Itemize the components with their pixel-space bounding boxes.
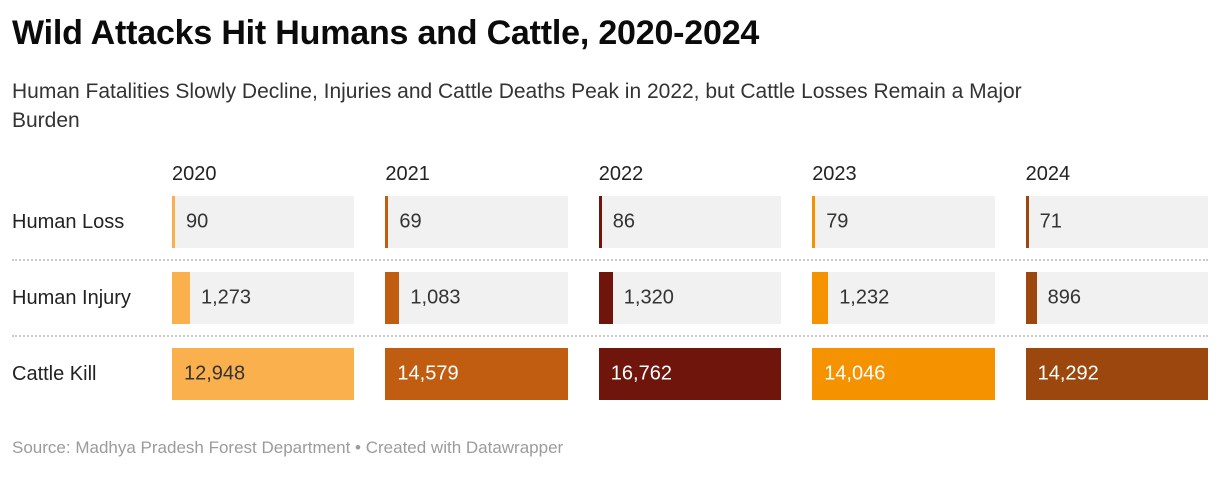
row-label: Cattle Kill [12,362,97,385]
bar [1025,348,1208,400]
table-bar-chart: 2020 2021 2022 2023 2024 Human Loss 90 69 86 79 71… [12,163,1208,400]
bar-value: 896 [1047,286,1081,309]
footer-separator: • [355,438,361,457]
bar [385,272,399,324]
bar-value: 14,579 [397,362,459,385]
year-header-row: 2020 2021 2022 2023 2024 [12,163,1208,186]
bar [598,196,602,248]
bar [598,348,782,400]
bar-cell: 16,762 [598,348,782,400]
bar-value: 71 [1039,210,1062,233]
row-separator [12,259,1208,261]
bar [812,272,829,324]
chart-container: Wild Attacks Hit Humans and Cattle, 2020… [12,14,1208,458]
row-label: Human Injury [12,286,131,309]
datawrapper-credit-link[interactable]: Created with Datawrapper [365,438,564,457]
bar-cell: 1,273 [172,272,355,324]
bar-value: 1,232 [839,286,890,309]
source-label: Source: [12,438,71,457]
bar-cell: 1,232 [812,272,995,324]
row-separator [12,335,1208,337]
bar-value: 1,083 [410,286,461,309]
year-label: 2020 [172,163,217,185]
bar-cell: 90 [172,196,355,248]
data-row: Cattle Kill 12,948 14,579 16,762 14,046 14,29… [12,348,1208,400]
bar-value: 1,320 [623,286,674,309]
bar-cell: 12,948 [172,348,355,400]
bar [1025,196,1029,248]
bar-cell: 71 [1025,196,1208,248]
bar-value: 16,762 [610,362,672,385]
chart-title: Wild Attacks Hit Humans and Cattle, 2020… [12,14,760,52]
bar [385,196,389,248]
bar-value: 79 [826,210,849,233]
bar-value: 14,046 [824,362,886,385]
bar [812,196,816,248]
bar [812,348,995,400]
source-link[interactable]: Madhya Pradesh Forest Department [75,438,351,457]
bar [1025,272,1038,324]
chart-subtitle: Human Fatalities Slowly Decline, Injurie… [12,80,1022,132]
year-label: 2021 [385,163,430,185]
bar [172,272,190,324]
bar-value: 69 [399,210,422,233]
bar-value: 12,948 [184,362,246,385]
data-row: Human Injury 1,273 1,083 1,320 1,232 896 [12,272,1208,324]
bar-cell: 896 [1025,272,1208,324]
bar-cell: 79 [812,196,995,248]
bar-value: 86 [612,210,636,233]
bar-cell: 1,083 [385,272,568,324]
bar-value: 14,292 [1037,362,1099,385]
data-row: Human Loss 90 69 86 79 71 [12,196,1208,248]
year-label: 2023 [812,163,857,185]
bar [598,272,614,324]
bar [385,348,568,400]
bar-value: 90 [186,210,209,233]
bar-cell: 14,046 [812,348,995,400]
bar [172,196,175,248]
bar-cell: 86 [598,196,782,248]
bar-cell: 1,320 [598,272,782,324]
row-label: Human Loss [12,210,125,233]
bar [172,348,355,400]
bar-cell: 14,579 [385,348,568,400]
source-line: Source: Madhya Pradesh Forest Department… [12,438,1208,458]
bar-cell: 14,292 [1025,348,1208,400]
bar-value: 1,273 [201,286,252,309]
year-label: 2022 [598,163,644,185]
year-label: 2024 [1025,163,1071,185]
bar-cell: 69 [385,196,568,248]
